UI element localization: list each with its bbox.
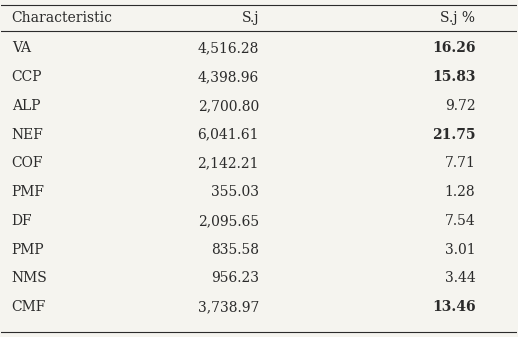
Text: 3,738.97: 3,738.97 xyxy=(198,300,259,314)
Text: 13.46: 13.46 xyxy=(432,300,476,314)
Text: 15.83: 15.83 xyxy=(432,70,476,84)
Text: 3.01: 3.01 xyxy=(445,243,476,257)
Text: DF: DF xyxy=(12,214,32,228)
Text: 4,516.28: 4,516.28 xyxy=(198,41,259,56)
Text: S.j: S.j xyxy=(241,11,259,25)
Text: 835.58: 835.58 xyxy=(211,243,259,257)
Text: 4,398.96: 4,398.96 xyxy=(198,70,259,84)
Text: 9.72: 9.72 xyxy=(445,99,476,113)
Text: NEF: NEF xyxy=(12,128,44,142)
Text: 1.28: 1.28 xyxy=(445,185,476,199)
Text: CMF: CMF xyxy=(12,300,46,314)
Text: Characteristic: Characteristic xyxy=(12,11,113,25)
Text: 6,041.61: 6,041.61 xyxy=(197,128,259,142)
Text: 956.23: 956.23 xyxy=(211,271,259,285)
Text: COF: COF xyxy=(12,156,43,171)
Text: 7.71: 7.71 xyxy=(444,156,476,171)
Text: S.j %: S.j % xyxy=(440,11,476,25)
Text: 2,095.65: 2,095.65 xyxy=(198,214,259,228)
Text: CCP: CCP xyxy=(12,70,42,84)
Text: PMF: PMF xyxy=(12,185,45,199)
Text: ALP: ALP xyxy=(12,99,40,113)
Text: VA: VA xyxy=(12,41,31,56)
Text: NMS: NMS xyxy=(12,271,48,285)
Text: 16.26: 16.26 xyxy=(432,41,476,56)
Text: 2,700.80: 2,700.80 xyxy=(198,99,259,113)
Text: 355.03: 355.03 xyxy=(211,185,259,199)
Text: 21.75: 21.75 xyxy=(432,128,476,142)
Text: 7.54: 7.54 xyxy=(444,214,476,228)
Text: PMP: PMP xyxy=(12,243,45,257)
Text: 3.44: 3.44 xyxy=(444,271,476,285)
Text: 2,142.21: 2,142.21 xyxy=(197,156,259,171)
